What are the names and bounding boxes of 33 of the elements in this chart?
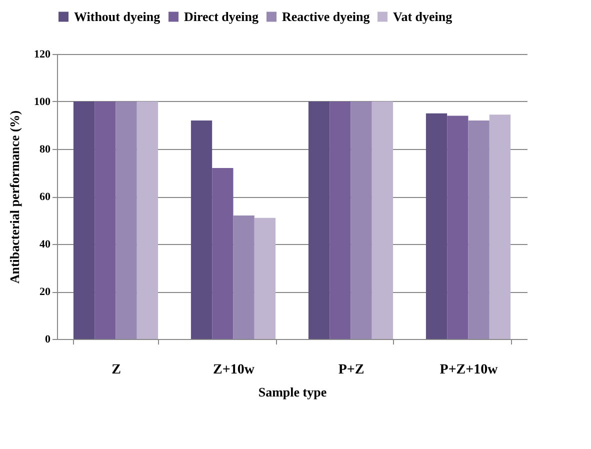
bar — [233, 216, 254, 339]
y-tick-label: 40 — [40, 238, 51, 250]
bar — [447, 116, 468, 339]
y-tick-label: 0 — [45, 334, 51, 346]
y-tick-label: 100 — [34, 96, 51, 108]
bar — [350, 102, 372, 339]
x-tick-label: P+Z+10w — [440, 362, 499, 378]
y-tick-label: 80 — [40, 144, 51, 156]
x-tick-label: Z — [112, 362, 121, 378]
y-axis-title: Antibacterial performance (%) — [7, 110, 22, 284]
x-tick-label: P+Z — [338, 362, 364, 378]
bar — [254, 218, 276, 339]
bar — [136, 102, 158, 339]
legend-label: Reactive dyeing — [282, 8, 370, 24]
x-axis-title: Sample type — [258, 384, 327, 400]
bar — [94, 102, 116, 339]
bar — [372, 102, 394, 339]
y-tick-label: 60 — [40, 191, 51, 203]
bar — [212, 168, 234, 339]
legend-label: Direct dyeing — [184, 8, 259, 24]
legend-label: Vat dyeing — [393, 8, 453, 24]
legend-label: Without dyeing — [74, 8, 161, 24]
bar — [330, 102, 351, 339]
x-tick-label: Z+10w — [213, 362, 256, 378]
bar — [116, 102, 137, 339]
bar — [468, 120, 490, 339]
bar — [73, 102, 95, 339]
y-tick-label: 120 — [34, 48, 51, 60]
bar — [190, 120, 212, 339]
bar — [426, 113, 448, 339]
y-tick-label: 20 — [40, 286, 51, 298]
bar — [489, 114, 511, 339]
bar — [308, 102, 330, 339]
